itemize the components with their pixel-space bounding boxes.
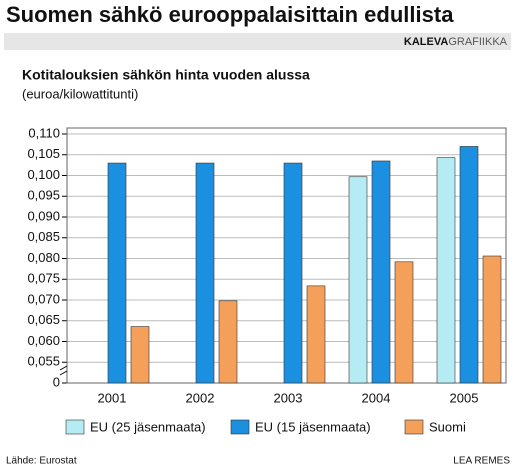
publisher-light: GRAFIIKKA <box>448 36 507 48</box>
y-tick-label: 0,075 <box>27 271 60 286</box>
y-tick-label: 0,060 <box>27 333 60 348</box>
y-tick-label: 0,100 <box>27 167 60 182</box>
legend-swatch <box>230 419 250 435</box>
bar <box>371 160 391 384</box>
y-tick-label: 0,055 <box>27 354 60 369</box>
bar <box>436 157 456 384</box>
legend-label: Suomi <box>429 419 466 434</box>
unit-label: (euroa/kilowattitunti) <box>22 86 138 101</box>
y-tick-label: 0,065 <box>27 312 60 327</box>
y-tick-label: 0,110 <box>28 125 60 140</box>
bar <box>218 300 238 384</box>
bar <box>348 176 368 384</box>
x-tick-label: 2003 <box>274 390 303 405</box>
bar <box>394 261 414 384</box>
y-tick-label: 0 <box>53 374 60 389</box>
y-tick-label: 0,105 <box>27 146 60 161</box>
legend-swatch <box>404 419 424 435</box>
publisher-bold: KALEVA <box>404 36 448 48</box>
y-tick-label: 0,070 <box>27 291 60 306</box>
bar <box>459 146 479 384</box>
x-tick-label: 2001 <box>98 390 127 405</box>
y-tick-label: 0,080 <box>27 250 60 265</box>
bar <box>482 255 502 384</box>
subtitle: Kotitalouksien sähkön hinta vuoden aluss… <box>22 67 310 83</box>
source: Lähde: Eurostat <box>6 456 77 467</box>
x-tick-label: 2004 <box>362 390 391 405</box>
x-tick-label: 2002 <box>186 390 215 405</box>
bar <box>195 162 215 384</box>
legend-label: EU (25 jäsenmaata) <box>90 419 206 434</box>
bar <box>283 162 303 384</box>
publisher: KALEVAGRAFIIKKA <box>404 36 508 48</box>
x-tick-label: 2005 <box>450 390 479 405</box>
axis-break <box>59 365 68 376</box>
bar <box>306 285 326 384</box>
y-tick-label: 0,085 <box>27 229 60 244</box>
author: LEA REMES <box>453 456 510 467</box>
legend-swatch <box>65 419 85 435</box>
y-tick-label: 0,090 <box>27 208 60 223</box>
legend-label: EU (15 jäsenmaata) <box>255 419 371 434</box>
chart-title: Suomen sähkö eurooppalaisittain edullist… <box>6 2 454 27</box>
bar <box>107 162 127 384</box>
brand-bar <box>4 33 511 50</box>
y-tick-label: 0,095 <box>27 188 60 203</box>
bar <box>130 326 150 384</box>
